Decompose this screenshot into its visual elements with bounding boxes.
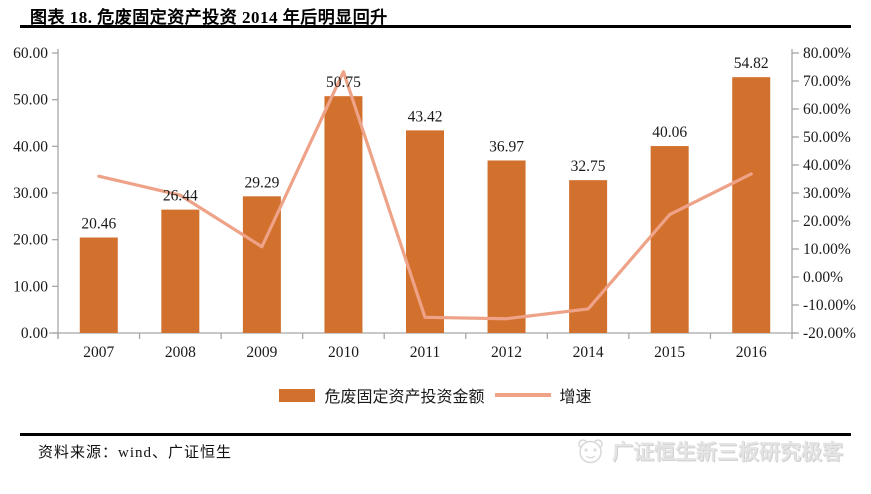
bar-data-label: 32.75 [571, 158, 606, 175]
right-axis-tick-label: 30.00% [803, 185, 851, 202]
left-axis-tick-label: 60.00 [13, 45, 48, 62]
left-axis-tick-label: 10.00 [13, 278, 48, 295]
bar-series-swatch-icon [279, 388, 316, 402]
legend-label-investment: 危废固定资产投资金额 [324, 389, 485, 406]
x-axis-category-label: 2009 [246, 344, 277, 361]
right-axis-tick-label: 50.00% [803, 129, 851, 146]
bar-2007 [79, 237, 118, 333]
bar-data-label: 20.46 [81, 216, 116, 233]
x-axis-category-label: 2016 [736, 344, 767, 361]
watermark: 广证恒生新三板研究极客 [575, 436, 843, 466]
legend-item-investment: 危废固定资产投资金额 [279, 383, 485, 407]
right-axis-tick-label: 20.00% [803, 213, 851, 230]
left-axis-tick-label: 50.00 [13, 92, 48, 109]
left-axis-tick-label: 20.00 [13, 232, 48, 249]
right-axis-tick-label: 60.00% [803, 101, 851, 118]
x-axis-category-label: 2011 [410, 344, 440, 361]
x-axis-category-label: 2008 [165, 344, 196, 361]
right-axis-tick-label: 10.00% [803, 241, 851, 258]
right-axis-tick-label: 0.00% [803, 269, 843, 286]
bar-2016 [732, 77, 771, 333]
left-axis-tick-label: 30.00 [13, 185, 48, 202]
bar-2015 [650, 146, 689, 333]
right-axis-tick-label: -10.00% [803, 297, 856, 314]
source-note: 资料来源：wind、广证恒生 [38, 445, 233, 461]
bar-data-label: 26.44 [163, 188, 198, 205]
title-divider [20, 25, 851, 28]
bar-data-label: 50.75 [326, 74, 361, 91]
bar-data-label: 36.97 [489, 138, 524, 155]
right-axis-tick-label: 40.00% [803, 157, 851, 174]
bar-data-label: 54.82 [734, 55, 769, 72]
line-series-swatch-icon [494, 393, 551, 397]
bar-data-label: 40.06 [652, 124, 687, 141]
chart-canvas: 0.00 10.00 20.00 30.00 40.00 50.00 60.00 -20.00… [13, 45, 856, 361]
right-axis-tick-label: 80.00% [803, 45, 851, 62]
left-axis-tick-label: 0.00 [21, 325, 48, 342]
x-axis-category-label: 2007 [83, 344, 114, 361]
chart-legend: 危废固定资产投资金额 增速 [0, 383, 871, 407]
growth-line [97, 70, 753, 321]
bar-2012 [487, 160, 526, 333]
x-axis-category-label: 2014 [573, 344, 604, 361]
bar-2011 [406, 130, 444, 333]
bar-data-label: 29.29 [244, 174, 279, 191]
x-axis-category-label: 2010 [328, 344, 359, 361]
panda-logo-icon [575, 437, 605, 465]
right-axis-tick-label: -20.00% [803, 325, 856, 342]
right-axis-tick-label: 70.00% [803, 73, 851, 90]
legend-item-growth: 增速 [494, 383, 592, 407]
x-axis-category-label: 2012 [491, 344, 522, 361]
footer-divider [20, 433, 851, 436]
x-axis-category-label: 2015 [654, 344, 685, 361]
bar-2008 [161, 209, 200, 333]
watermark-text: 广证恒生新三板研究极客 [612, 440, 843, 464]
figure-title: 图表 18. 危废固定资产投资 2014 年后明显回升 [30, 8, 388, 27]
bar-2010 [324, 96, 363, 333]
legend-label-growth: 增速 [559, 389, 592, 406]
left-axis-tick-label: 40.00 [13, 138, 48, 155]
bar-data-label: 43.42 [408, 108, 443, 125]
